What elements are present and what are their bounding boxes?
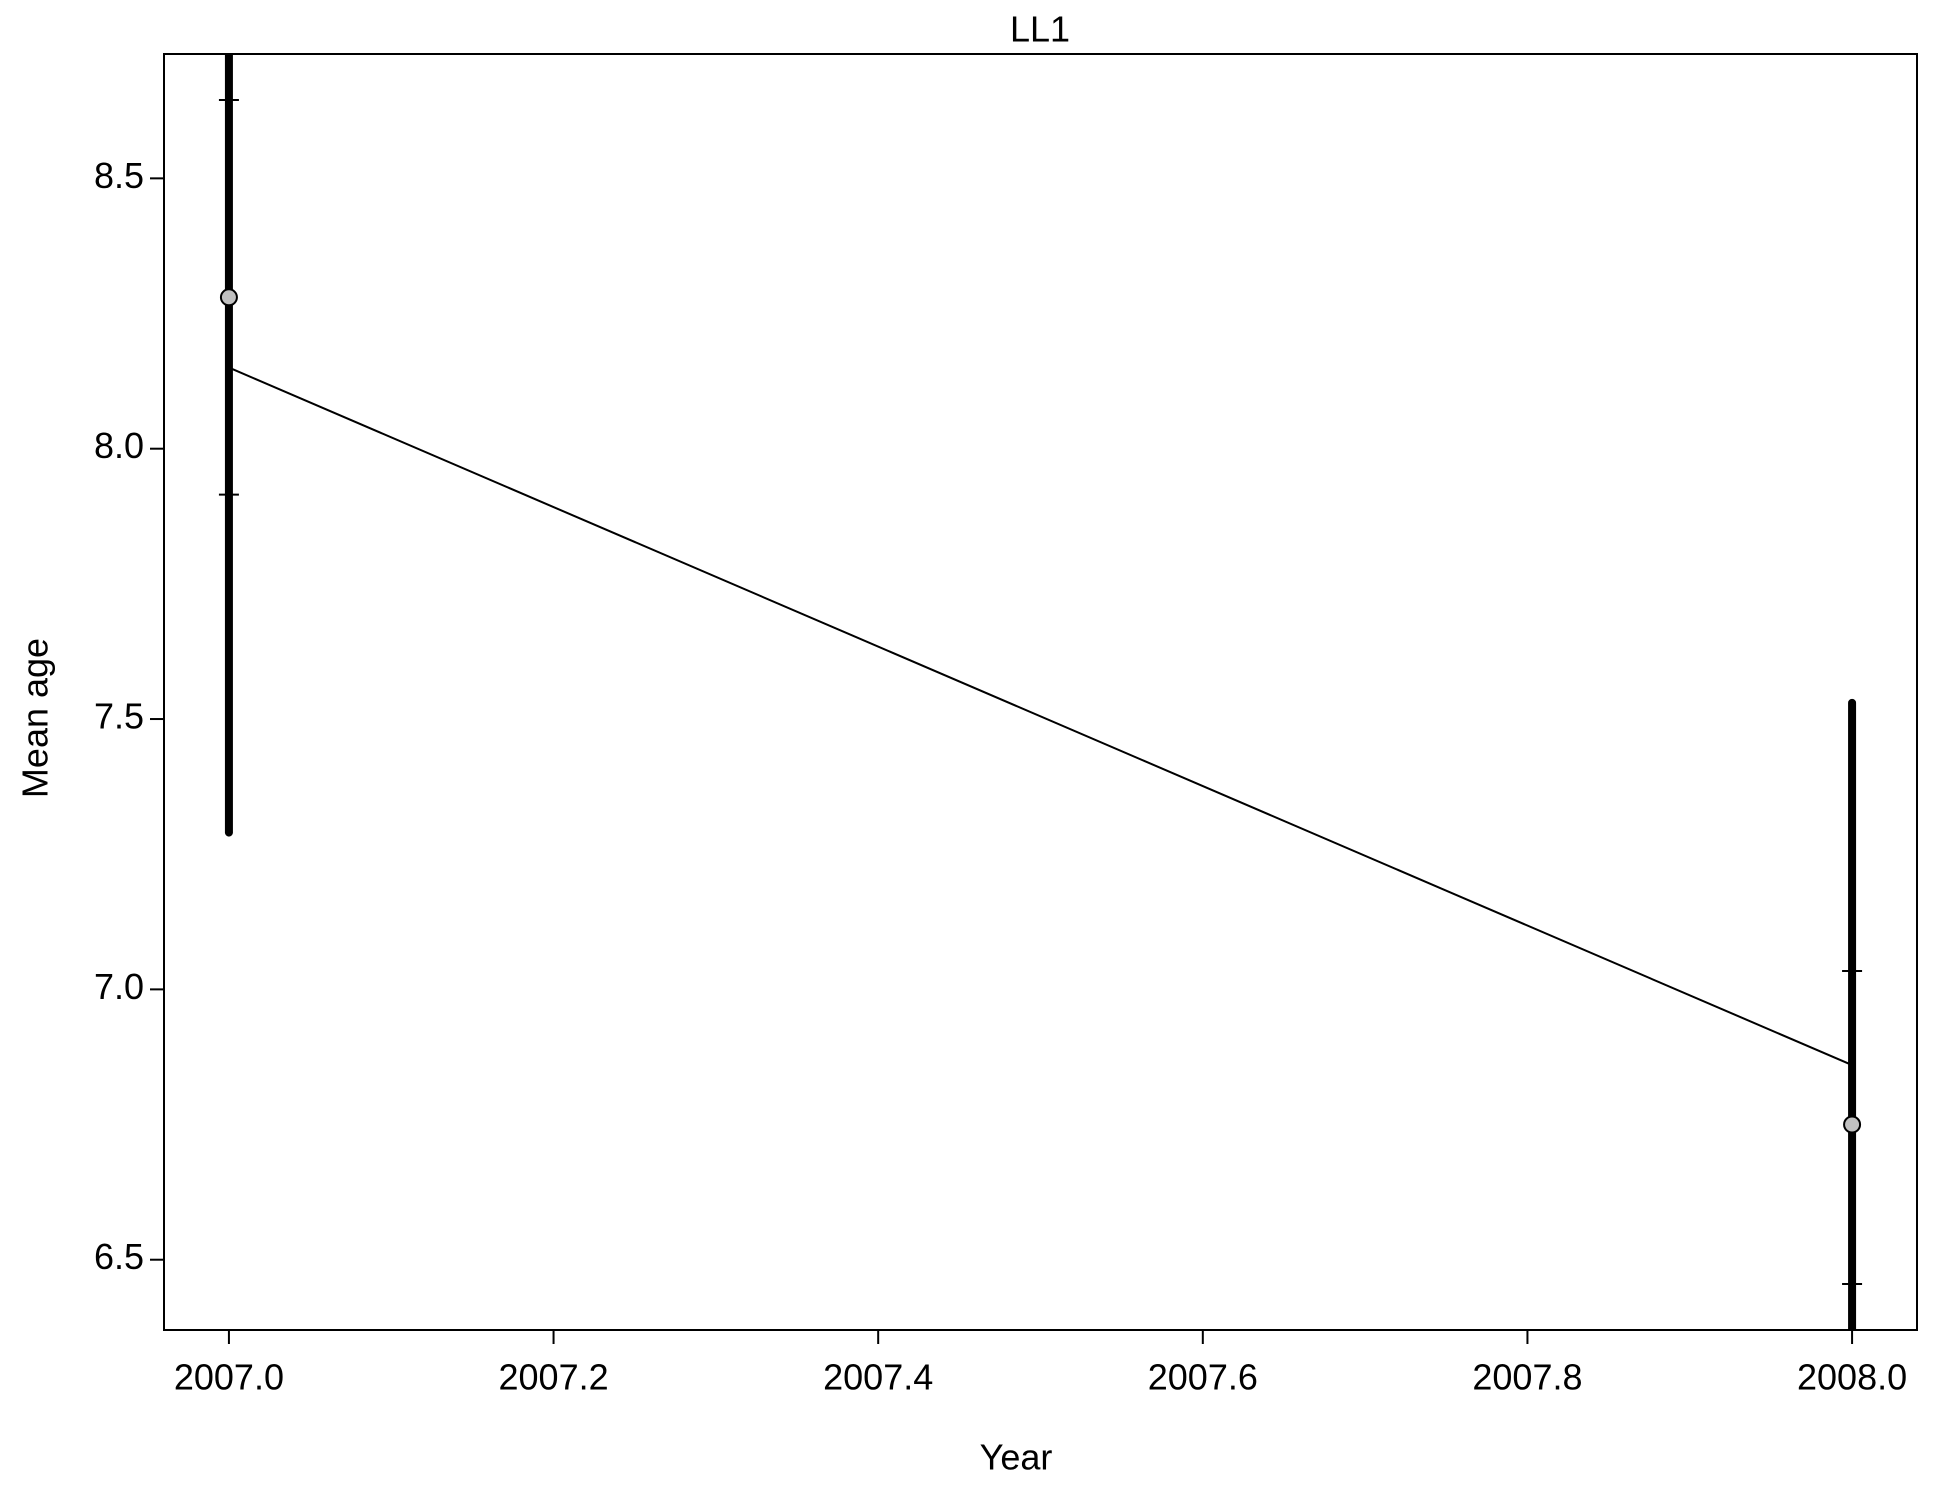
plot-frame [163,53,1918,1331]
x-tick-label: 2007.0 [174,1357,284,1398]
y-tick-label: 8.0 [94,425,144,466]
chart-title: LL1 [1010,9,1070,50]
observed-point [1843,1115,1862,1134]
y-tick-label: 7.0 [94,966,144,1007]
y-tick-label: 8.5 [94,155,144,196]
x-tick-label: 2007.2 [499,1357,609,1398]
x-tick-label: 2007.6 [1148,1357,1258,1398]
x-axis-label: Year [980,1437,1053,1478]
fitted-line [228,366,1853,1066]
x-tick-label: 2007.4 [823,1357,933,1398]
observed-point [219,288,238,307]
x-tick-label: 2008.0 [1797,1357,1907,1398]
x-tick-label: 2007.8 [1472,1357,1582,1398]
y-tick-label: 7.5 [94,696,144,737]
y-tick-label: 6.5 [94,1236,144,1277]
plot-area [218,54,1863,1330]
y-axis-label: Mean age [15,638,56,798]
